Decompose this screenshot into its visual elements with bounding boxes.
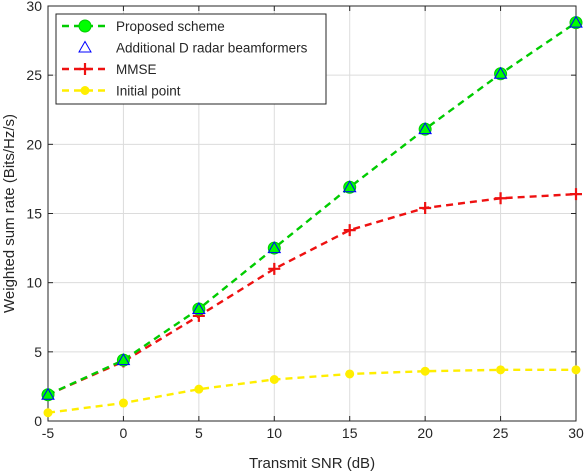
y-tick-label: 25	[26, 67, 42, 83]
data-point	[420, 366, 430, 376]
data-point	[78, 40, 92, 53]
y-tick-label: 10	[26, 275, 42, 291]
legend-item: Proposed scheme	[62, 19, 225, 34]
legend-label: MMSE	[116, 62, 157, 77]
x-tick-label: 20	[417, 425, 433, 441]
data-point	[41, 387, 55, 400]
series-line	[47, 192, 577, 396]
y-tick-label: 30	[26, 0, 42, 14]
data-point	[118, 398, 128, 408]
data-point	[79, 63, 91, 75]
data-point	[569, 15, 583, 28]
data-point	[493, 66, 508, 79]
x-tick-label: 0	[120, 425, 128, 441]
data-point	[342, 180, 357, 193]
legend-item: Initial point	[62, 84, 181, 99]
data-point	[116, 353, 131, 366]
legend-item: Additional D radar beamformers	[78, 40, 308, 56]
series-initial-point	[43, 365, 581, 418]
x-axis-label: Transmit SNR (dB)	[249, 455, 375, 472]
x-tick-label: -5	[42, 425, 55, 441]
series-line	[47, 368, 576, 414]
data-point	[571, 365, 581, 375]
data-point	[191, 301, 206, 314]
x-tick-label: 25	[493, 425, 509, 441]
data-point	[418, 122, 433, 135]
data-point	[267, 241, 282, 254]
legend-label: Initial point	[116, 84, 181, 99]
legend-label: Additional D radar beamformers	[116, 41, 308, 56]
legend-label: Proposed scheme	[116, 19, 225, 34]
y-tick-label: 5	[34, 344, 42, 360]
legend-item: MMSE	[62, 62, 157, 77]
x-tick-label: 30	[568, 425, 584, 441]
x-tick-label: 10	[266, 425, 282, 441]
data-point	[419, 201, 432, 214]
series-group	[41, 15, 583, 418]
data-point	[496, 365, 506, 375]
series-line	[47, 21, 577, 396]
data-point	[343, 224, 356, 237]
x-tick-label: 5	[195, 425, 203, 441]
x-tick-label: 15	[342, 425, 358, 441]
series-additional-d-radar-beamformers	[41, 15, 583, 400]
data-point	[570, 188, 582, 201]
data-point	[43, 408, 53, 418]
data-point	[78, 19, 92, 33]
data-point	[80, 86, 90, 95]
legend: Proposed scheme Additional D radar beamfo…	[55, 13, 327, 105]
series-proposed-scheme	[41, 16, 583, 402]
data-point	[494, 192, 507, 205]
y-tick-label: 20	[26, 136, 42, 152]
data-point	[268, 262, 281, 275]
legend-box	[55, 13, 327, 105]
y-tick-label: 15	[26, 206, 42, 222]
y-axis-label: Weighted sum rate (Bits/Hz/s)	[1, 114, 18, 313]
y-tick-label: 0	[34, 413, 42, 429]
data-point	[269, 375, 279, 384]
data-point	[345, 369, 355, 379]
data-point	[194, 384, 204, 394]
